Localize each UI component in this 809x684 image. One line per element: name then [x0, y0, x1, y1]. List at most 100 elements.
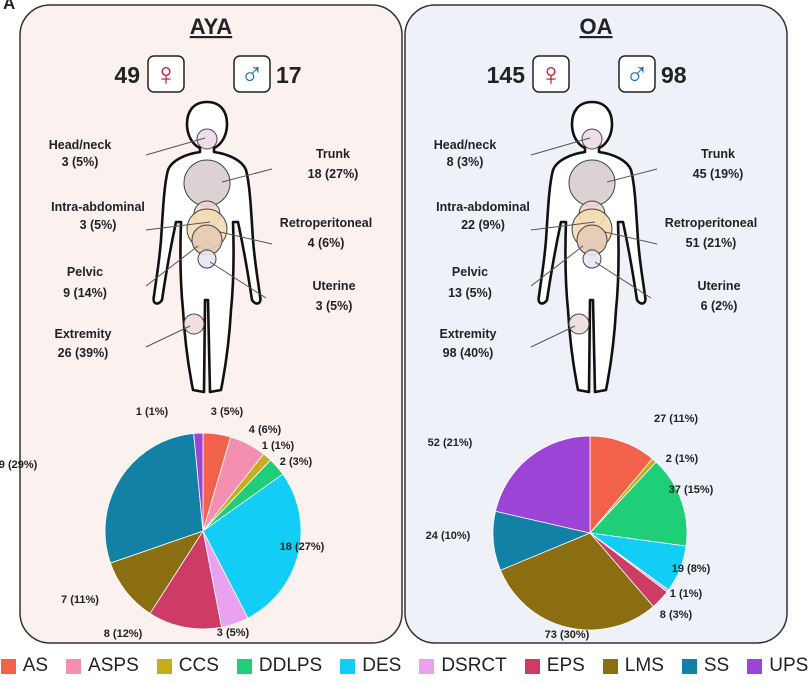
legend-item-eps: EPS: [524, 655, 585, 677]
leader-line: [530, 325, 576, 348]
site-value-pelvic: 9 (14%): [63, 286, 107, 300]
legend-swatch-des: [340, 658, 356, 674]
legend-label-ccs: CCS: [178, 655, 219, 676]
legend-item-lms: LMS: [602, 655, 664, 677]
legend-swatch-ccs: [156, 658, 172, 674]
pie-data-label: 37 (15%): [669, 484, 714, 496]
legend-swatch-ss: [681, 658, 697, 674]
female-symbol-box: [147, 55, 185, 93]
site-name-pelvic: Pelvic: [452, 265, 488, 279]
panel-title: AYA: [190, 14, 233, 39]
legend-label-ss: SS: [703, 655, 730, 676]
pie-slice-ss: [104, 433, 204, 564]
legend-swatch-ups: [747, 658, 763, 674]
pie-data-label: 24 (10%): [426, 530, 471, 542]
legend-label-eps: EPS: [546, 655, 585, 676]
site-value-extremity: 26 (39%): [58, 346, 109, 360]
leader-line: [209, 261, 267, 299]
site-name-head-neck: Head/neck: [434, 138, 497, 152]
pie-data-label: 3 (5%): [211, 406, 244, 418]
male-count: 98: [661, 62, 687, 88]
legend-label-ups: UPS: [769, 655, 809, 676]
site-value-trunk: 18 (27%): [308, 167, 359, 181]
female-count: 49: [114, 62, 140, 88]
leader-line: [145, 325, 191, 348]
pie-data-label: 18 (27%): [280, 541, 325, 553]
legend-item-ups: UPS: [747, 655, 808, 677]
female-icon: ♀: [154, 56, 178, 92]
legend-item-ddlps: DDLPS: [236, 655, 323, 677]
male-icon: ♂: [240, 56, 264, 92]
pie-slice-ups: [193, 432, 204, 532]
site-value-retroperitoneal: 51 (21%): [686, 236, 737, 250]
pie-data-label: 7 (11%): [61, 594, 99, 606]
site-name-retroperitoneal: Retroperitoneal: [665, 216, 757, 230]
pie-data-label: 8 (3%): [660, 609, 693, 621]
male-count: 17: [276, 62, 302, 88]
head-circle: [196, 128, 218, 150]
legend-item-des: DES: [340, 655, 401, 677]
pie-data-label: 1 (1%): [136, 406, 169, 418]
legend-item-asps: ASPS: [66, 655, 139, 677]
leader-line: [219, 231, 273, 245]
pie-slice-ddlps: [589, 461, 688, 547]
uterine-circle: [582, 249, 602, 269]
leader-line: [221, 168, 273, 183]
female-count: 145: [487, 62, 526, 88]
male-symbol-box: [233, 55, 271, 93]
pie-slice-ups: [494, 435, 591, 534]
site-value-intra-abdominal: 3 (5%): [80, 218, 117, 232]
legend-label-des: DES: [362, 655, 402, 676]
legend-label-asps: ASPS: [88, 655, 139, 676]
legend-swatch-dsrct: [419, 658, 435, 674]
site-name-pelvic: Pelvic: [67, 265, 103, 279]
legend-label-dsrct: DSRCT: [441, 655, 507, 676]
site-name-extremity: Extremity: [440, 327, 497, 341]
legend-label-ddlps: DDLPS: [258, 655, 323, 676]
pie-data-label: 73 (30%): [545, 629, 590, 641]
site-name-head-neck: Head/neck: [49, 138, 112, 152]
leader-line: [594, 261, 652, 299]
pie-data-label: 2 (3%): [280, 456, 313, 468]
trunk-circle: [183, 159, 231, 207]
legend-label-lms: LMS: [624, 655, 664, 676]
male-icon: ♂: [625, 56, 649, 92]
leader-line: [145, 137, 206, 156]
site-name-trunk: Trunk: [701, 147, 735, 161]
site-name-uterine: Uterine: [312, 279, 355, 293]
site-name-trunk: Trunk: [316, 147, 350, 161]
site-value-head-neck: 8 (3%): [447, 155, 484, 169]
legend-label-as: AS: [22, 655, 49, 676]
male-symbol-box: [618, 55, 656, 93]
female-icon: ♀: [539, 56, 563, 92]
site-name-intra-abdominal: Intra-abdominal: [51, 200, 145, 214]
leader-line: [606, 168, 658, 183]
pie-data-label: 3 (5%): [217, 627, 250, 639]
female-symbol-box: [532, 55, 570, 93]
pie-chart: [104, 432, 302, 630]
pie-slice-lms: [499, 532, 654, 631]
panel-letter: A: [3, 0, 15, 13]
site-name-extremity: Extremity: [55, 327, 112, 341]
legend-swatch-lms: [602, 658, 618, 674]
pie-data-label: 1 (1%): [670, 588, 703, 600]
site-value-pelvic: 13 (5%): [448, 286, 492, 300]
leader-line: [145, 245, 199, 287]
pie-data-label: 52 (21%): [428, 437, 473, 449]
legend: AS ASPS CCS DDLPS DES DSRCT EPS LMS: [0, 650, 809, 682]
site-value-uterine: 6 (2%): [701, 299, 738, 313]
site-value-uterine: 3 (5%): [316, 299, 353, 313]
site-name-intra-abdominal: Intra-abdominal: [436, 200, 530, 214]
pie-data-label: 2 (1%): [666, 453, 699, 465]
legend-swatch-eps: [524, 658, 540, 674]
pie-data-label: 1 (1%): [262, 440, 295, 452]
site-value-retroperitoneal: 4 (6%): [308, 236, 345, 250]
head-circle: [581, 128, 603, 150]
legend-item-ccs: CCS: [156, 655, 219, 677]
pie-slice-des: [202, 473, 302, 619]
legend-item-as: AS: [0, 655, 49, 677]
body-silhouette: [145, 100, 273, 394]
pie-data-label: 27 (11%): [654, 413, 698, 425]
leader-line: [530, 221, 596, 231]
